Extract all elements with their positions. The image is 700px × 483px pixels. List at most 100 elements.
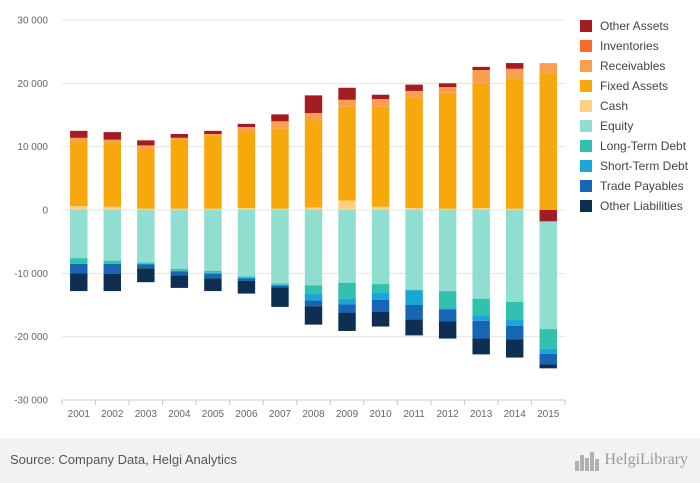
bar-segment-long-term-debt bbox=[103, 260, 122, 264]
bar-segment-equity bbox=[505, 210, 524, 302]
bar-segment-receivables bbox=[70, 137, 88, 142]
bar-segment-fixed-assets bbox=[371, 106, 390, 207]
legend-swatch bbox=[580, 20, 592, 32]
brand-logo[interactable]: HelgiLibrary bbox=[574, 449, 688, 471]
legend-label: Trade Payables bbox=[600, 179, 684, 193]
bar-segment-other-assets bbox=[204, 130, 222, 134]
x-tick-label: 2007 bbox=[269, 409, 292, 420]
bar-segment-long-term-debt bbox=[304, 285, 323, 294]
bar-segment-cash bbox=[472, 208, 490, 210]
y-tick-label: -20 000 bbox=[14, 332, 48, 343]
bar-segment-other-assets bbox=[472, 66, 490, 71]
bar-segment-equity bbox=[338, 210, 356, 283]
legend-item[interactable]: Other Assets bbox=[580, 16, 688, 36]
bar-segment-long-term-debt bbox=[137, 262, 155, 264]
y-tick-label: 0 bbox=[42, 206, 48, 217]
bar-segment-other-liabilities bbox=[472, 338, 490, 355]
bar-segment-other-assets bbox=[371, 94, 390, 100]
x-tick-label: 2008 bbox=[302, 409, 325, 420]
bar-segment-cash bbox=[70, 206, 88, 210]
legend-label: Receivables bbox=[600, 59, 666, 73]
bar-segment-other-liabilities bbox=[338, 312, 356, 331]
bar-segment-equity bbox=[472, 210, 490, 299]
bar-segment-equity bbox=[170, 210, 189, 269]
bar-segment-other-assets bbox=[103, 132, 122, 140]
bar-segment-receivables bbox=[405, 90, 423, 98]
legend-label: Cash bbox=[600, 99, 629, 113]
bar-segment-long-term-debt bbox=[505, 301, 524, 320]
legend-item[interactable]: Cash bbox=[580, 96, 688, 116]
bar-segment-short-term-debt bbox=[438, 308, 457, 310]
bar-segment-short-term-debt bbox=[405, 290, 423, 305]
legend-label: Fixed Assets bbox=[600, 79, 669, 93]
bar-segment-receivables bbox=[237, 127, 256, 132]
bar-segment-short-term-debt bbox=[271, 284, 289, 286]
bar-segment-long-term-debt bbox=[204, 270, 222, 273]
bar-segment-equity bbox=[70, 210, 88, 259]
bar-segment-trade-payables bbox=[271, 286, 289, 288]
bar-segment-cash bbox=[137, 208, 155, 210]
legend-swatch bbox=[580, 140, 592, 152]
bar-segment-other-liabilities bbox=[271, 287, 289, 307]
bar-segment-short-term-debt bbox=[103, 263, 122, 264]
bar-segment-other-assets bbox=[137, 140, 155, 146]
legend-item[interactable]: Long-Term Debt bbox=[580, 136, 688, 156]
legend-item[interactable]: Fixed Assets bbox=[580, 76, 688, 96]
bar-segment-fixed-assets bbox=[438, 92, 457, 209]
legend-label: Short-Term Debt bbox=[600, 159, 689, 173]
bar-segment-receivables bbox=[103, 139, 122, 143]
bar-segment-cash bbox=[338, 200, 356, 210]
legend-item[interactable]: Receivables bbox=[580, 56, 688, 76]
bar-segment-short-term-debt bbox=[505, 319, 524, 326]
bar-segment-short-term-debt bbox=[70, 263, 88, 264]
y-tick-label: -30 000 bbox=[14, 396, 48, 407]
brand-name: HelgiLibrary bbox=[604, 451, 688, 468]
bar-segment-other-liabilities bbox=[505, 339, 524, 358]
bar-segment-receivables bbox=[438, 87, 457, 93]
bar-segment-long-term-debt bbox=[472, 298, 490, 316]
bar-segment-cash bbox=[237, 208, 256, 210]
bar-segment-equity bbox=[237, 210, 256, 277]
bar-segment-receivables bbox=[170, 137, 189, 140]
legend-swatch bbox=[580, 200, 592, 212]
x-tick-label: 2012 bbox=[437, 409, 460, 420]
bar-segment-other-assets bbox=[237, 123, 256, 128]
bar-segment-fixed-assets bbox=[70, 141, 88, 207]
bar-segment-short-term-debt bbox=[371, 292, 390, 300]
bar-segment-trade-payables bbox=[204, 273, 222, 279]
bar-segment-trade-payables bbox=[338, 304, 356, 313]
bar-segment-equity bbox=[103, 210, 122, 261]
bar-segment-long-term-debt bbox=[539, 329, 557, 349]
bar-segment-cash bbox=[371, 206, 390, 210]
bar-segment-short-term-debt bbox=[237, 277, 256, 279]
bar-segment-cash bbox=[271, 208, 289, 210]
x-tick-label: 2004 bbox=[168, 409, 191, 420]
legend-swatch bbox=[580, 180, 592, 192]
bar-segment-fixed-assets bbox=[271, 128, 289, 209]
bar-segment-other-liabilities bbox=[371, 311, 390, 327]
x-tick-label: 2015 bbox=[537, 409, 560, 420]
bar-segment-long-term-debt bbox=[371, 284, 390, 293]
legend-item[interactable]: Short-Term Debt bbox=[580, 156, 688, 176]
bar-segment-short-term-debt bbox=[338, 298, 356, 305]
bar-segment-fixed-assets bbox=[338, 106, 356, 201]
bar-segment-receivables bbox=[304, 113, 323, 121]
bar-segment-receivables bbox=[204, 134, 222, 136]
bar-segment-other-liabilities bbox=[304, 306, 323, 325]
x-tick-label: 2003 bbox=[135, 409, 158, 420]
bar-segment-fixed-assets bbox=[505, 78, 524, 209]
legend-item[interactable]: Trade Payables bbox=[580, 176, 688, 196]
legend-item[interactable]: Equity bbox=[580, 116, 688, 136]
bar-segment-other-liabilities bbox=[237, 280, 256, 294]
bar-segment-receivables bbox=[338, 99, 356, 107]
bar-segment-trade-payables bbox=[472, 320, 490, 339]
legend-label: Long-Term Debt bbox=[600, 139, 687, 153]
bar-segment-fixed-assets bbox=[304, 120, 323, 208]
legend-item[interactable]: Other Liabilities bbox=[580, 196, 688, 216]
bar-segment-other-assets bbox=[438, 83, 457, 88]
bar-segment-other-assets bbox=[505, 63, 524, 69]
bar-segment-equity bbox=[405, 210, 423, 290]
bar-segment-trade-payables bbox=[371, 299, 390, 312]
bar-segment-equity bbox=[137, 210, 155, 263]
legend-item[interactable]: Inventories bbox=[580, 36, 688, 56]
